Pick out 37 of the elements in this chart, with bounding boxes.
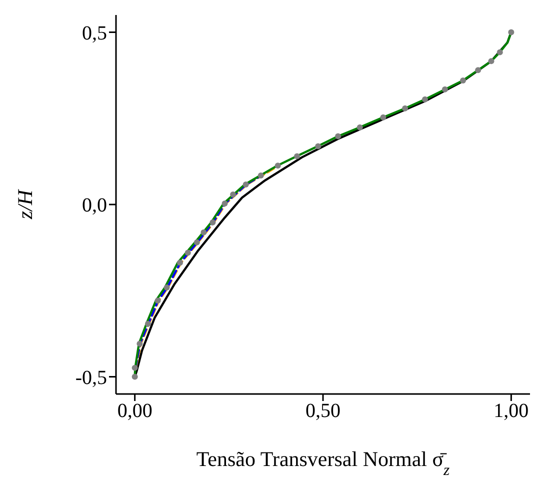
- point: [294, 153, 300, 160]
- x-tick-label: 1,00: [494, 400, 529, 422]
- point: [274, 162, 281, 169]
- point: [154, 298, 161, 304]
- point: [380, 114, 386, 120]
- point: [230, 192, 236, 198]
- point: [210, 219, 216, 226]
- point: [442, 86, 448, 92]
- point: [164, 284, 170, 291]
- point: [496, 49, 503, 56]
- point: [136, 340, 143, 347]
- point: [335, 133, 342, 140]
- point: [475, 67, 482, 74]
- point: [144, 320, 151, 327]
- point: [422, 96, 428, 102]
- point: [460, 77, 466, 84]
- y-tick-label: -0,5: [75, 366, 107, 389]
- point: [315, 143, 322, 150]
- point: [194, 239, 200, 246]
- point: [402, 105, 408, 112]
- point: [508, 29, 514, 36]
- point: [184, 250, 191, 256]
- point: [242, 182, 249, 188]
- point: [488, 58, 494, 64]
- point: [200, 229, 207, 236]
- point: [132, 364, 138, 371]
- x-tick-label: 0,50: [306, 400, 340, 422]
- point: [222, 200, 228, 206]
- y-tick-label: 0,5: [82, 22, 107, 44]
- x-axis-title: Tensão Transversal Normal σ̄$_{z}$: [196, 447, 450, 477]
- y-tick-label: 0,0: [82, 194, 107, 217]
- point: [356, 124, 363, 130]
- point: [132, 374, 138, 380]
- point: [258, 172, 264, 179]
- point: [176, 260, 183, 266]
- y-axis-title: z/H: [13, 188, 37, 220]
- x-tick-label: 0,00: [117, 400, 152, 422]
